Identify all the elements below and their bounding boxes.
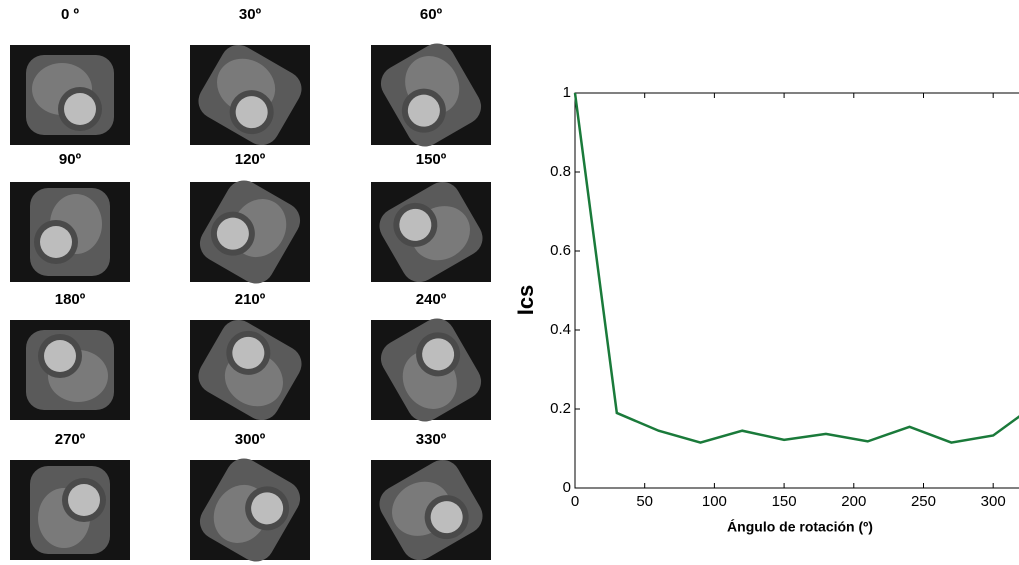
mri-image [10,45,130,145]
cavity [407,94,440,127]
image-content [198,44,302,146]
cavity [40,226,72,258]
y-tick-label: 0 [563,479,571,496]
image-label: 60º [420,6,443,23]
y-tick-label: 0.6 [550,242,571,259]
image-label: 240º [416,291,447,308]
cavity [44,340,76,372]
x-tick-label: 300 [981,493,1006,510]
x-tick-label: 200 [841,493,866,510]
x-tick-label: 0 [571,493,579,510]
image-content [26,55,114,135]
image-label: 120º [235,151,266,168]
cavity [64,93,96,125]
image-content [30,466,110,554]
cavity [216,217,249,250]
mri-image [371,318,491,422]
mri-image [190,458,310,562]
mri-image [10,320,130,420]
cavity [68,484,100,516]
cavity [399,208,432,241]
mri-image [371,181,491,283]
image-label: 330º [416,431,447,448]
x-tick-label: 150 [772,493,797,510]
image-label: 270º [55,431,86,448]
image-label: 150º [416,151,447,168]
image-content [379,459,483,561]
image-content [26,330,114,410]
plot-frame [574,92,1019,489]
x-tick-label: 250 [911,493,936,510]
mri-image [190,44,310,146]
y-tick-label: 1 [563,84,571,101]
image-content [30,188,110,276]
mri-image [190,319,310,421]
image-label: 300º [235,431,266,448]
image-content [380,43,482,147]
image-label: 0 º [61,6,80,23]
image-label: 210º [235,291,266,308]
image-content [199,458,301,562]
mri-image [371,43,491,147]
data-line [573,92,1019,444]
cavity [251,492,284,525]
x-tick-label: 100 [702,493,727,510]
image-content [198,319,302,421]
x-tick-label: 50 [636,493,653,510]
image-label: 90º [59,151,82,168]
cavity [235,96,268,129]
x-axis-label: Ángulo de rotación (º) [727,519,873,535]
image-content [199,180,301,284]
image-label: 30º [239,6,262,23]
y-tick-label: 0.8 [550,163,571,180]
y-tick-label: 0.4 [550,321,571,338]
cavity [232,336,265,369]
mri-image [190,180,310,284]
cavity [430,501,463,534]
y-axis-label: Ics [513,285,538,316]
mri-image [10,460,130,560]
image-content [379,181,483,283]
image-label: 180º [55,291,86,308]
cavity [422,338,455,371]
y-tick-label: 0.2 [550,400,571,417]
mri-image [10,182,130,282]
image-content [380,318,482,422]
mri-image [371,459,491,561]
